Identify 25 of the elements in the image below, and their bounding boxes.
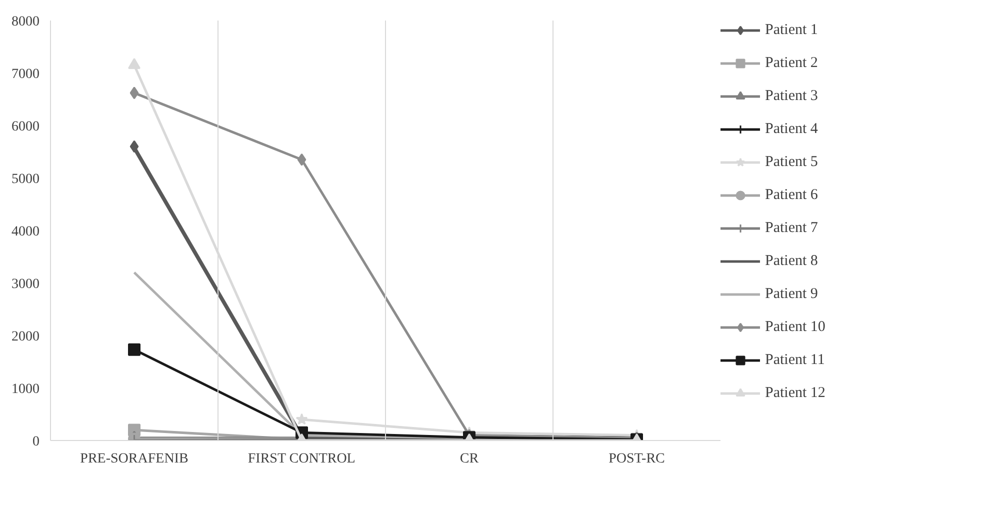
y-tick-label: 0 bbox=[32, 434, 40, 450]
legend-label: Patient 7 bbox=[765, 220, 818, 236]
y-tick-label: 8000 bbox=[12, 14, 40, 30]
y-tick-label: 2000 bbox=[12, 330, 40, 344]
x-tick-label: PRE-SORAFENIB bbox=[80, 452, 188, 466]
y-tick-label: 3000 bbox=[12, 277, 40, 292]
y-tick-label: 6000 bbox=[12, 120, 40, 134]
y-tick-label: 1000 bbox=[12, 382, 40, 397]
legend-label: Patient 11 bbox=[765, 352, 825, 368]
legend-label: Patient 9 bbox=[765, 286, 818, 302]
legend-label: Patient 1 bbox=[765, 22, 818, 38]
y-tick-label: 7000 bbox=[12, 67, 40, 82]
y-tick-label: 5000 bbox=[12, 172, 40, 187]
x-tick-label: CR bbox=[460, 452, 480, 466]
x-tick-label: FIRST CONTROL bbox=[248, 452, 356, 466]
legend-label: Patient 8 bbox=[765, 252, 818, 270]
legend-label: Patient 10 bbox=[765, 318, 826, 336]
y-tick-label: 4000 bbox=[12, 224, 40, 240]
x-tick-label: POST-RC bbox=[608, 452, 665, 466]
legend-label: Patient 12 bbox=[765, 384, 826, 402]
legend-label: Patient 6 bbox=[765, 186, 818, 204]
legend-label: Patient 5 bbox=[765, 154, 818, 170]
legend-label: Patient 3 bbox=[765, 88, 818, 104]
legend-label: Patient 2 bbox=[765, 54, 818, 72]
legend-label: Patient 4 bbox=[765, 120, 818, 138]
